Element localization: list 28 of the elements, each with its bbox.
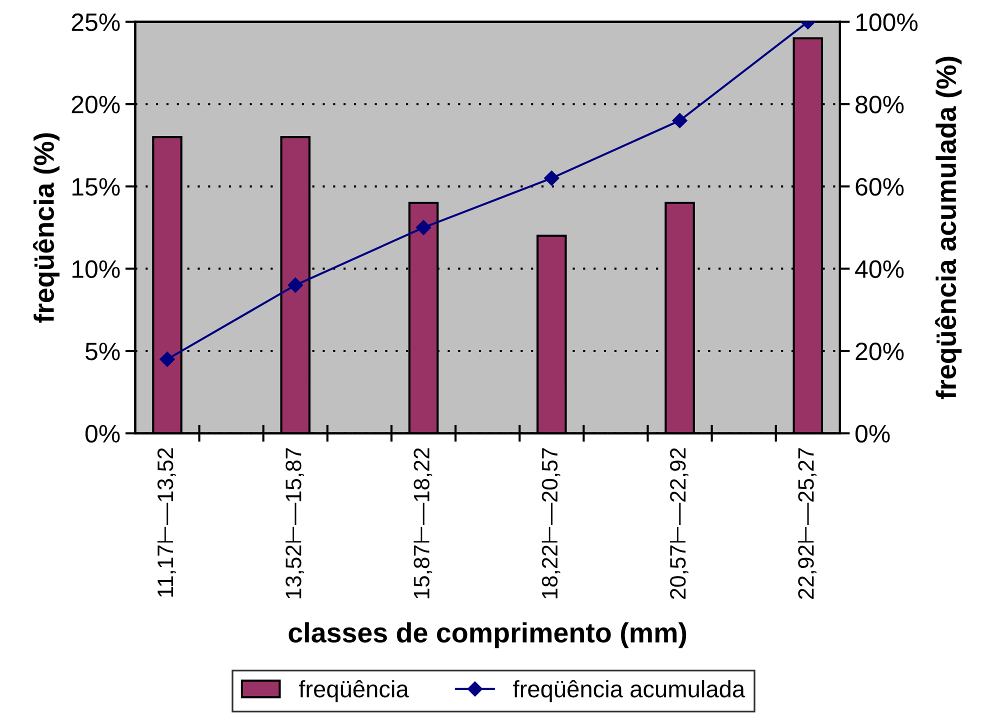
y2-tick-label: 80% (856, 96, 904, 114)
y2-tick-label: 0% (855, 424, 890, 443)
y2-tick-label: 60% (856, 178, 904, 196)
x-tick-label: 20,57⊢—22,92 (670, 448, 688, 599)
point (672, 112, 688, 128)
x-tick-label: 11,17⊢—13,52 (157, 448, 176, 597)
point (416, 220, 432, 236)
y2-tick-label: 100% (856, 13, 918, 32)
y2-tick-label: 20% (856, 342, 904, 360)
y-axis-title: freqüência (%) (32, 133, 60, 323)
y2-tick-label: 40% (855, 260, 904, 278)
y-tick-label: 5% (86, 342, 120, 360)
x-tick-label: 18,22⊢—20,57 (542, 448, 560, 598)
x-tick-label: 13,52⊢—15,87 (286, 448, 304, 598)
point (544, 170, 560, 186)
point (160, 352, 175, 367)
point (288, 278, 303, 293)
x-axis-title: classes de comprimento (mm) (288, 622, 686, 648)
y2-axis-title: freqüência acumulada (%) (935, 56, 962, 400)
y-tick-label: 10% (72, 260, 120, 278)
y-tick-label: 25% (72, 13, 120, 32)
y-tick-label: 15% (72, 178, 120, 196)
x-tick-label: 15,87⊢—18,22 (414, 448, 432, 598)
legend-label: freqüência (298, 680, 409, 702)
legend-label: freqüência acumulada (513, 680, 746, 702)
y-tick-label: 20% (72, 96, 120, 114)
y-tick-label: 0% (85, 424, 120, 443)
x-tick-label: 22,92⊢—25,27 (798, 448, 816, 599)
